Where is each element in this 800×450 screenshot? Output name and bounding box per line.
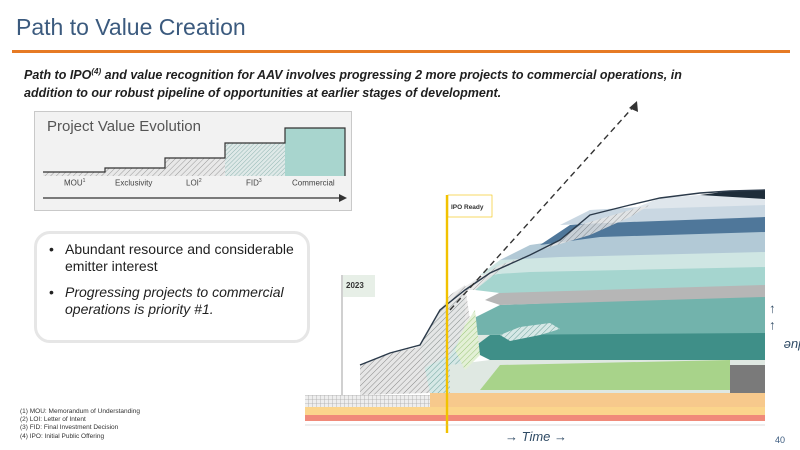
pve-stage-label: LOI2: [186, 178, 202, 188]
band-grid-early: [305, 395, 430, 407]
bullet-item: Progressing projects to commercial opera…: [65, 284, 284, 317]
flag-2023: [343, 275, 375, 297]
footnote: (1) MOU: Memorandum of Understanding: [20, 408, 140, 415]
value-outline: [359, 189, 766, 366]
footnotes: (1) MOU: Memorandum of Understanding (2)…: [20, 408, 140, 441]
band-coral: [305, 415, 765, 421]
band-silver: [485, 283, 765, 305]
title-divider: [12, 50, 790, 53]
pve-fill-commercial: [285, 128, 345, 176]
band-dark-gray: [730, 365, 765, 393]
band-blue-gray: [500, 230, 765, 260]
ipo-ready-flag: [447, 194, 493, 218]
overlay-hatch-2: [460, 205, 650, 290]
footnote: (2) LOI: Letter of Intent: [20, 416, 86, 424]
slide-title: Path to Value Creation: [16, 14, 246, 40]
footnote: (3) FID: Final Investment Decision: [20, 424, 119, 432]
pve-arrow-head-icon: [339, 194, 347, 202]
page-number: 40: [775, 435, 786, 445]
pve-step-graphic: [43, 127, 347, 202]
ipo-ready-label: IPO Ready: [451, 204, 484, 211]
pve-fill-exclusivity: [105, 168, 165, 176]
overlay-hatch-teal: [500, 323, 560, 341]
pve-fill-fid: [225, 143, 285, 176]
bullet-item: Abundant resource and considerable emitt…: [65, 241, 294, 274]
band-steel-blue: [540, 215, 765, 245]
intro-text-end: and value recognition for AAV involves p…: [24, 68, 682, 101]
pve-stage-label: MOU1: [64, 178, 86, 188]
band-green: [480, 360, 730, 390]
pve-stage-label: FID3: [246, 178, 262, 188]
overlay-hatch-green: [455, 310, 480, 370]
flag-2023-label: 2023: [346, 281, 364, 290]
x-axis-label: → Time →: [505, 429, 568, 444]
pve-title: Project Value Evolution: [47, 118, 201, 135]
pve-stage-label: Exclusivity: [115, 178, 153, 188]
intro-text-start: Path to IPO: [24, 68, 92, 83]
band-navy: [700, 190, 765, 199]
pve-fill-loi: [165, 158, 225, 176]
band-orange: [430, 393, 765, 407]
trend-arrow-head-icon: [629, 101, 638, 112]
pve-stage-label: Commercial: [292, 178, 335, 188]
trend-arrow-line: [449, 104, 636, 311]
band-deep-teal: [470, 331, 765, 360]
bullet-dot-icon: •: [49, 241, 54, 257]
project-value-evolution-panel: Project Value Evolution MOU1 Exclusivity…: [34, 111, 352, 211]
bullet-dot-icon: •: [49, 284, 54, 300]
band-amber: [305, 407, 765, 415]
pve-fill-mou: [43, 172, 105, 176]
y-axis-label: → Value →: [762, 302, 800, 353]
band-aqua: [475, 265, 765, 293]
intro-superscript: (4): [91, 67, 102, 76]
intro-text: Path to IPO(4) and value recognition for…: [24, 63, 704, 102]
pve-step-line: [43, 127, 346, 176]
key-points-box: • Abundant resource and considerable emi…: [34, 231, 310, 343]
value-growth-chart: [305, 101, 766, 433]
footnote: (4) IPO: Initial Public Offering: [20, 432, 105, 440]
